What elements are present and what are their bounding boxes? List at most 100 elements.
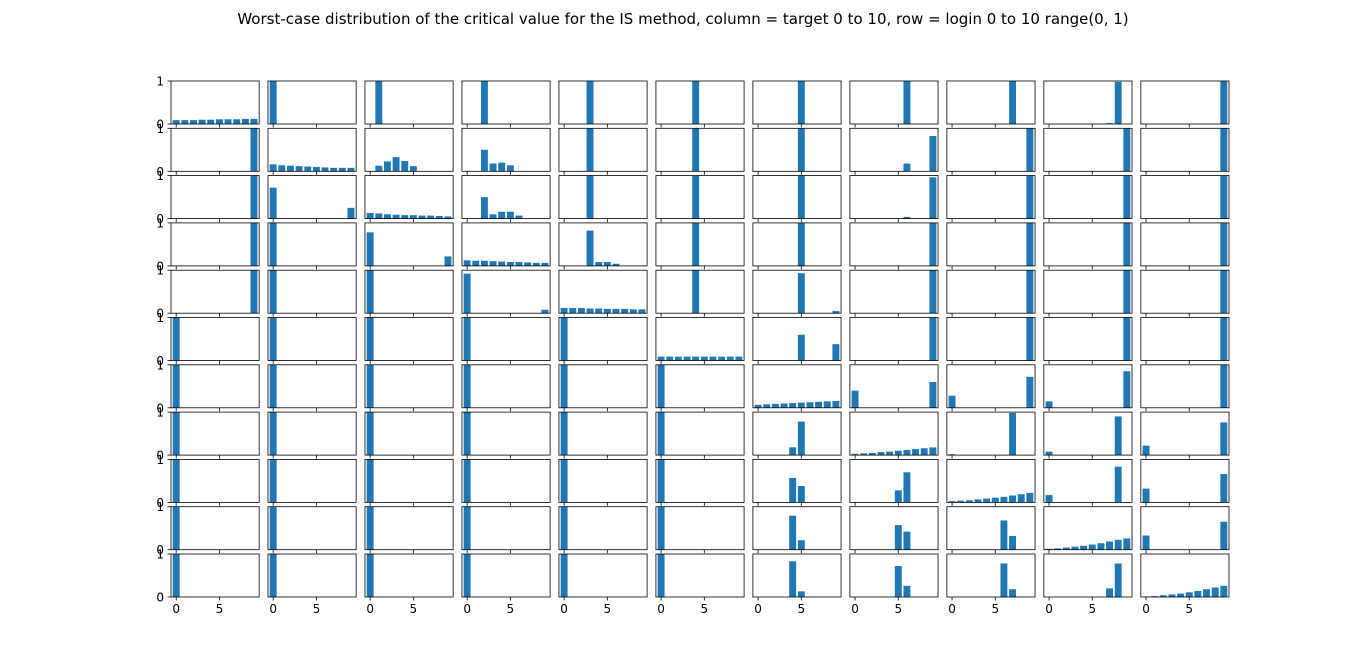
panel-r3-c7 (849, 222, 939, 270)
panel-frame (1043, 506, 1133, 551)
panel-frame (946, 127, 1036, 172)
bar (198, 119, 206, 124)
panel-frame (1140, 506, 1230, 551)
panel-frame (461, 222, 551, 267)
panel-frame (267, 269, 357, 314)
panel-r2-c7 (849, 175, 939, 223)
panel-frame (170, 80, 260, 125)
bar (506, 165, 514, 172)
bar (480, 149, 488, 172)
bar (1106, 123, 1114, 124)
x-tick-label: 5 (604, 602, 612, 616)
panel-frame (1043, 222, 1133, 267)
panel-frame (849, 411, 939, 456)
panel-r2-c2 (364, 175, 454, 223)
bar (366, 232, 374, 266)
bar (929, 447, 937, 456)
panel-frame (752, 364, 842, 409)
bar (1026, 376, 1034, 408)
panel-frame (364, 269, 454, 314)
panel-frame (655, 127, 745, 172)
panel-frame (1140, 222, 1230, 267)
bar (903, 216, 911, 219)
bar (1177, 593, 1185, 597)
bar (1114, 539, 1122, 550)
panel-r2-c9 (1043, 175, 1133, 223)
y-tick-label: 0 (156, 449, 164, 463)
bar (1203, 589, 1210, 597)
y-tick-label: 0 (156, 118, 164, 132)
bar (1220, 81, 1228, 124)
bar (347, 167, 355, 172)
panel-r1-c6 (752, 127, 842, 175)
bar (929, 222, 937, 266)
bar (797, 81, 805, 124)
bar (366, 459, 374, 503)
bar (560, 459, 568, 503)
panel-r6-c4 (558, 364, 648, 412)
bar (797, 334, 805, 361)
bar (269, 81, 277, 124)
panel-r5-c9 (1043, 317, 1133, 364)
panel-r8-c3 (461, 458, 551, 506)
bar (771, 403, 779, 408)
bar (375, 165, 383, 172)
panel-r8-c2 (364, 458, 454, 506)
panel-r8-c1 (267, 458, 357, 506)
bar (603, 262, 611, 266)
bar (207, 119, 215, 124)
bar (480, 260, 488, 266)
bar (894, 450, 902, 456)
panel-frame (849, 506, 939, 551)
panel-frame (946, 222, 1036, 267)
bar (763, 404, 771, 408)
bar (692, 356, 700, 361)
panel-r4-c2 (364, 269, 454, 317)
bar (674, 356, 682, 361)
bar (692, 222, 700, 266)
bar (797, 486, 805, 503)
bar (948, 501, 956, 503)
panel-frame (267, 222, 357, 267)
panel-r7-c4 (558, 411, 648, 459)
panel-r5-c7 (849, 317, 939, 364)
panel-frame (1140, 411, 1230, 456)
bar (612, 263, 620, 266)
panel-r5-c3 (461, 317, 551, 364)
panel-r8-c4 (558, 458, 648, 506)
bar (877, 452, 885, 456)
bar (692, 128, 700, 172)
x-tick-label: 0 (1045, 602, 1053, 616)
panel-frame (461, 317, 551, 361)
y-tick-label: 0 (156, 212, 164, 226)
bar (903, 449, 911, 456)
panel-frame (752, 222, 842, 267)
bar (595, 262, 603, 266)
bar (1062, 547, 1070, 550)
panel-r4-c0: 01 (156, 264, 260, 321)
bar (577, 308, 585, 314)
panel-frame (558, 175, 648, 220)
bar (463, 506, 471, 550)
panel-r1-c5 (655, 127, 745, 175)
panel-r7-c8 (946, 411, 1036, 459)
x-tick-label: 5 (1088, 602, 1096, 616)
panel-frame (558, 364, 648, 409)
panel-frame (1043, 364, 1133, 409)
bar (1000, 520, 1008, 550)
bar (278, 165, 286, 172)
panel-frame (364, 458, 454, 503)
bar (1026, 270, 1034, 314)
bar (1097, 543, 1105, 550)
panel-frame (849, 222, 939, 267)
panel-frame (267, 411, 357, 456)
bar (515, 215, 523, 219)
y-tick-label: 0 (156, 401, 164, 415)
bar (912, 449, 920, 456)
panel-r5-c5 (655, 317, 745, 364)
bar (789, 515, 797, 550)
panel-frame (752, 269, 842, 314)
panel-r3-c1 (267, 222, 357, 270)
